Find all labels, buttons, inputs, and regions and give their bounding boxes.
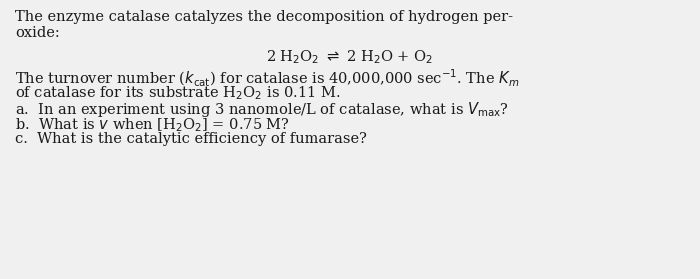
Text: a.  In an experiment using 3 nanomole/L of catalase, what is $V_{\mathrm{max}}$?: a. In an experiment using 3 nanomole/L o… <box>15 100 510 119</box>
Text: c.  What is the catalytic efficiency of fumarase?: c. What is the catalytic efficiency of f… <box>15 132 368 146</box>
Text: The turnover number ($k_{\mathrm{cat}}$) for catalase is 40,000,000 sec$^{-1}$. : The turnover number ($k_{\mathrm{cat}}$)… <box>15 68 519 89</box>
Text: of catalase for its substrate H$_2$O$_2$ is 0.11 M.: of catalase for its substrate H$_2$O$_2$… <box>15 84 341 102</box>
Text: The enzyme catalase catalyzes the decomposition of hydrogen per-: The enzyme catalase catalyzes the decomp… <box>15 10 513 24</box>
Text: 2 H$_2$O$_2$ $\rightleftharpoons$ 2 H$_2$O + O$_2$: 2 H$_2$O$_2$ $\rightleftharpoons$ 2 H$_2… <box>267 48 433 66</box>
Text: b.  What is $v$ when [H$_2$O$_2$] = 0.75 M?: b. What is $v$ when [H$_2$O$_2$] = 0.75 … <box>15 116 290 134</box>
Text: oxide:: oxide: <box>15 26 60 40</box>
